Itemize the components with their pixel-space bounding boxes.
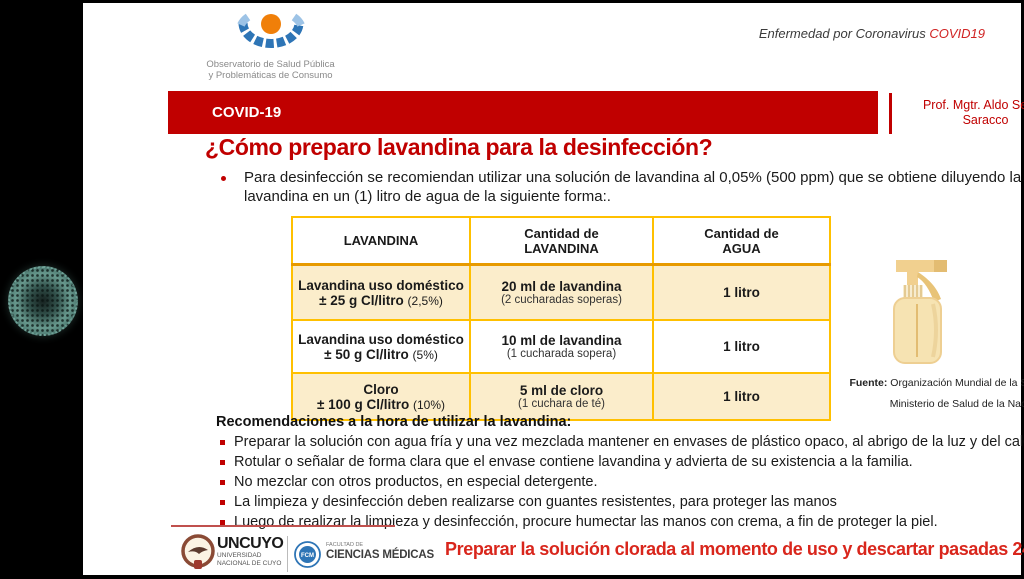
cell-water: 1 litro — [652, 263, 831, 321]
source-note: Fuente: Organización Mundial de la Salud… — [831, 373, 1024, 415]
page-title: ¿Cómo preparo lavandina para la desinfec… — [205, 134, 713, 160]
footer-logo-divider — [287, 536, 288, 572]
col-header-cantidad-agua: Cantidad de AGUA — [652, 216, 831, 266]
recommendations-heading: Recomendaciones a la hora de utilizar la… — [216, 414, 572, 430]
square-bullet-icon — [220, 480, 225, 485]
square-bullet-icon — [220, 460, 225, 465]
table-row: Cloro ± 100 g Cl/litro (10%) 5 ml de clo… — [291, 372, 831, 421]
slide: Observatorio de Salud Pública y Problemá… — [83, 3, 1024, 575]
uncuyo-name: UNCUYO — [217, 535, 284, 552]
fcm-abbr: FCM — [301, 553, 314, 559]
cell-product: Lavandina uso doméstico ± 50 g Cl/litro … — [291, 319, 471, 374]
cell-amount: 5 ml de cloro (1 cuchara de té) — [469, 372, 654, 421]
fcm-faculty-label: FACULTAD DE — [326, 542, 364, 548]
recommendations-list: Preparar la solución con agua fría y una… — [220, 434, 1024, 534]
list-item: No mezclar con otros productos, en espec… — [220, 474, 1024, 490]
banner-divider — [889, 93, 892, 134]
coronavirus-label-highlight: COVID19 — [929, 26, 985, 41]
red-underline-decoration — [171, 525, 395, 527]
cell-amount: 10 ml de lavandina (1 cucharada sopera) — [469, 319, 654, 374]
table-header-row: LAVANDINA Cantidad de LAVANDINA Cantidad… — [291, 216, 831, 266]
observatory-name-line1: Observatorio de Salud Pública — [206, 59, 335, 70]
author-name-line1: Prof. Mgtr. Aldo Sergio — [922, 98, 1024, 112]
author-name-line2: Saracco — [962, 113, 1009, 127]
list-item: Preparar la solución con agua fría y una… — [220, 434, 1024, 450]
uncuyo-sub-line2: NACIONAL DE CUYO — [217, 559, 282, 567]
source-label: Fuente: — [849, 377, 888, 389]
list-item: La limpieza y desinfección deben realiza… — [220, 494, 1024, 510]
cell-product: Cloro ± 100 g Cl/litro (10%) — [291, 372, 471, 421]
cell-product: Lavandina uso doméstico ± 25 g Cl/litro … — [291, 263, 471, 321]
intro-text: Para desinfección se recomiendan utiliza… — [244, 169, 1022, 205]
virus-icon — [8, 266, 78, 336]
cell-water: 1 litro — [652, 319, 831, 374]
observatory-logo-text: Observatorio de Salud Pública y Problemá… — [183, 59, 358, 81]
uncuyo-sub-line1: UNIVERSIDAD — [217, 552, 262, 559]
spray-bottle-icon — [893, 260, 947, 364]
observatory-logo-icon — [237, 13, 305, 48]
coronavirus-label: Enfermedad por Coronavirus COVID19 — [759, 26, 985, 41]
cell-amount: 20 ml de lavandina (2 cucharadas soperas… — [469, 263, 654, 321]
coronavirus-label-prefix: Enfermedad por Coronavirus — [758, 26, 930, 41]
table-row: Lavandina uso doméstico ± 50 g Cl/litro … — [291, 319, 831, 374]
observatory-name-line2: y Problemáticas de Consumo — [208, 70, 333, 81]
square-bullet-icon — [220, 500, 225, 505]
list-item: Rotular o señalar de forma clara que el … — [220, 454, 1024, 470]
dilution-table: LAVANDINA Cantidad de LAVANDINA Cantidad… — [291, 216, 831, 421]
fcm-logo-text: FACULTAD DE CIENCIAS MÉDICAS — [326, 542, 434, 562]
covid-banner-title: COVID-19 — [212, 104, 282, 121]
uncuyo-logo-text: UNCUYO UNIVERSIDAD NACIONAL DE CUYO — [217, 535, 284, 567]
list-item: Luego de realizar la limpieza y desinfec… — [220, 514, 1024, 530]
square-bullet-icon — [220, 440, 225, 445]
col-header-lavandina: LAVANDINA — [291, 216, 471, 266]
source-line1: Organización Mundial de la Salud - OMS — [890, 377, 1024, 389]
fcm-name: CIENCIAS MÉDICAS — [326, 548, 434, 561]
square-bullet-icon — [220, 520, 225, 525]
footer-warning-text: Preparar la solución clorada al momento … — [445, 539, 1024, 559]
fcm-logo-icon: FCM — [294, 541, 321, 568]
uncuyo-logo-icon — [181, 534, 215, 569]
author-name: Prof. Mgtr. Aldo Sergio Saracco — [898, 98, 1024, 128]
source-line2: Ministerio de Salud de la Nación — [889, 398, 1024, 410]
col-header-cantidad-lavandina: Cantidad de LAVANDINA — [469, 216, 654, 266]
covid-banner: COVID-19 — [168, 91, 878, 134]
cell-water: 1 litro — [652, 372, 831, 421]
bullet-dot-icon — [221, 176, 226, 181]
intro-bullet: Para desinfección se recomiendan utiliza… — [221, 168, 1024, 206]
table-row: Lavandina uso doméstico ± 25 g Cl/litro … — [291, 263, 831, 321]
